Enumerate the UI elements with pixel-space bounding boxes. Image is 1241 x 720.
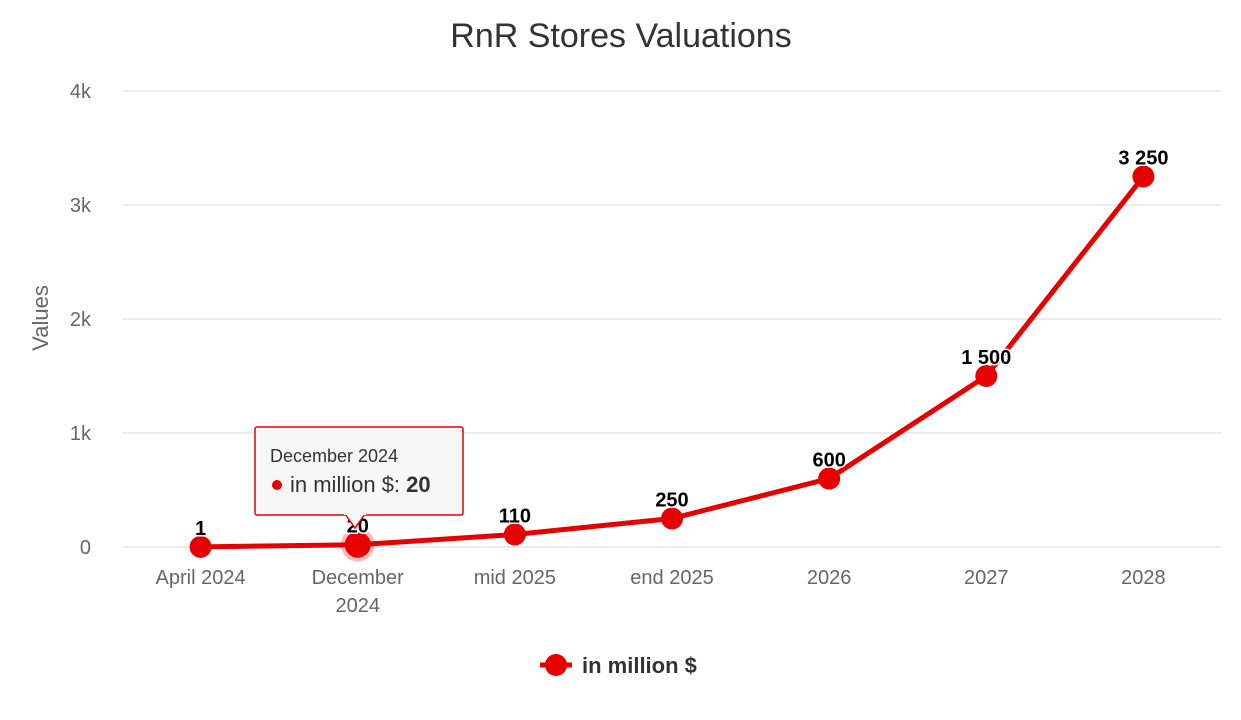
tooltip-series-marker: [272, 480, 282, 490]
x-tick-label: April 2024: [156, 567, 246, 589]
x-tick-label: 2027: [964, 567, 1009, 589]
y-tick-label: 0: [80, 537, 91, 559]
y-tick-label: 2k: [70, 309, 92, 331]
x-tick-label: end 2025: [630, 567, 713, 589]
data-point[interactable]: [1132, 165, 1155, 188]
data-point[interactable]: [975, 365, 998, 387]
x-axis-ticks: April 2024 December 2024 mid 2025 end 2025 20…: [156, 567, 1166, 617]
data-point[interactable]: [661, 507, 683, 530]
x-tick-label: December 2024: [312, 567, 405, 617]
data-label: 600: [812, 450, 845, 472]
y-tick-label: 4k: [70, 81, 92, 103]
x-tick-label: mid 2025: [474, 567, 556, 589]
data-label: 250: [655, 490, 688, 512]
legend-label: in million $: [582, 653, 697, 678]
tooltip-series-label: in million $:: [290, 472, 406, 497]
legend-item-in-million[interactable]: in million $: [540, 653, 697, 678]
y-tick-label: 1k: [70, 423, 92, 445]
data-labels: 1 20 110 250 600 1 500 3 250: [194, 146, 1170, 541]
x-tick-label: 2028: [1121, 567, 1166, 589]
tooltip-value: 20: [406, 472, 430, 497]
legend-marker: [545, 654, 567, 676]
y-tick-label: 3k: [70, 195, 92, 217]
tooltip-header: December 2024: [270, 446, 398, 466]
tooltip-arrow-mask: [344, 512, 366, 515]
data-label: 1: [195, 518, 206, 540]
tooltip-series-text: in million $: 20: [290, 472, 431, 497]
series-in-million: [189, 165, 1155, 562]
data-point[interactable]: [344, 531, 371, 558]
y-axis-ticks: 0 1k 2k 3k 4k: [70, 81, 92, 559]
data-point[interactable]: [818, 467, 841, 490]
data-point[interactable]: [189, 535, 212, 558]
data-label: 110: [499, 505, 531, 527]
data-label: 3 250: [1118, 148, 1168, 170]
x-tick-label: 2026: [807, 567, 852, 589]
y-axis-title: Values: [28, 285, 53, 351]
chart-title: RnR Stores Valuations: [450, 17, 791, 55]
tooltip: December 2024 in million $: 20: [254, 426, 464, 530]
data-label: 1 500: [961, 347, 1011, 369]
tooltip-box: [254, 426, 464, 516]
data-point[interactable]: [503, 523, 526, 546]
